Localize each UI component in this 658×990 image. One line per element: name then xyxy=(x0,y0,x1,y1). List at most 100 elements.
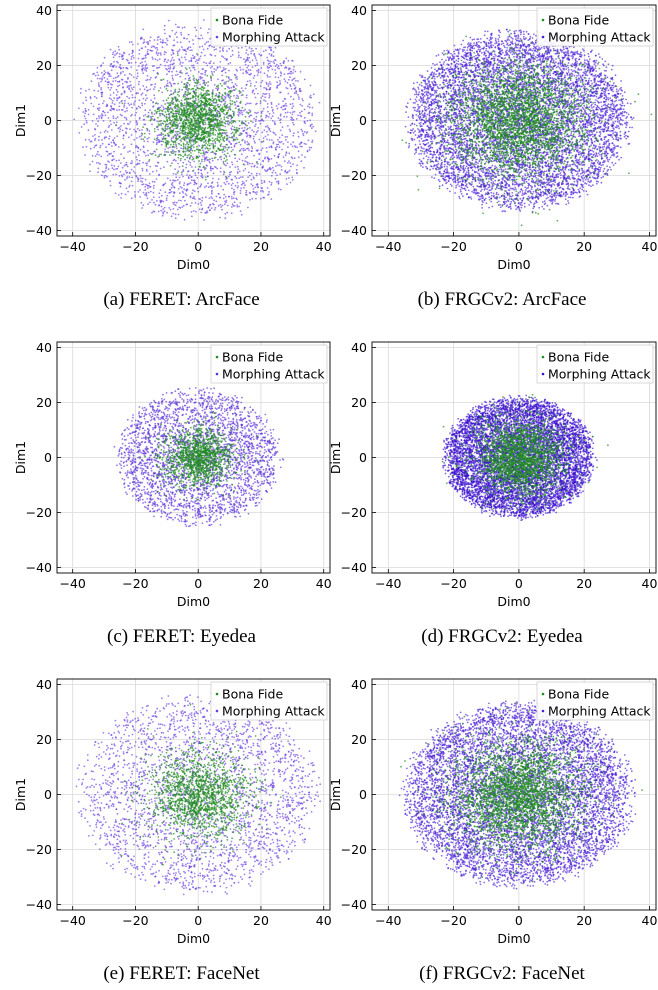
scatter-point xyxy=(412,102,415,104)
scatter-point xyxy=(275,180,278,183)
scatter-point xyxy=(119,185,122,188)
scatter-point xyxy=(172,52,175,54)
scatter-point xyxy=(153,127,156,130)
scatter-point xyxy=(104,169,107,172)
scatter-point xyxy=(174,97,177,100)
scatter-point xyxy=(222,98,225,101)
scatter-point xyxy=(216,120,219,123)
scatter-point xyxy=(174,120,176,123)
scatter-point xyxy=(102,62,104,64)
scatter-point xyxy=(146,78,149,81)
scatter-point xyxy=(180,109,183,111)
scatter-point xyxy=(189,127,192,129)
scatter-point xyxy=(120,153,122,156)
scatter-point xyxy=(194,132,196,134)
scatter-point xyxy=(172,67,175,70)
scatter-point xyxy=(240,56,242,59)
scatter-point xyxy=(455,186,457,189)
scatter-point xyxy=(292,134,295,137)
scatter-point xyxy=(272,55,275,58)
scatter-point xyxy=(603,138,606,141)
scatter-point xyxy=(118,53,121,55)
scatter-point xyxy=(153,181,156,183)
scatter-point xyxy=(235,129,238,132)
scatter-point xyxy=(176,110,179,112)
scatter-point xyxy=(260,81,263,84)
scatter-point xyxy=(223,193,226,196)
scatter-point xyxy=(299,142,302,145)
scatter-point xyxy=(607,160,610,163)
scatter-point xyxy=(279,62,282,65)
scatter-point xyxy=(160,194,163,197)
scatter-point xyxy=(181,171,183,174)
scatter-point xyxy=(230,55,232,58)
scatter-point xyxy=(161,91,164,94)
scatter-point xyxy=(124,110,126,113)
scatter-point xyxy=(285,87,288,89)
scatter-point xyxy=(215,126,218,129)
scatter-point xyxy=(578,69,581,71)
scatter-point xyxy=(495,91,498,94)
scatter-point xyxy=(98,85,101,88)
scatter-point xyxy=(227,146,230,149)
scatter-point xyxy=(194,93,197,96)
scatter-point xyxy=(180,144,183,147)
scatter-point xyxy=(242,122,245,124)
scatter-point xyxy=(201,138,204,141)
scatter-point xyxy=(176,26,179,28)
scatter-point xyxy=(168,119,171,122)
scatter-point xyxy=(130,143,133,146)
scatter-point xyxy=(139,196,142,198)
scatter-point xyxy=(312,125,315,128)
scatter-point xyxy=(225,116,228,119)
scatter-point xyxy=(293,110,296,113)
scatter-point xyxy=(496,80,499,83)
scatter-point xyxy=(289,111,292,114)
scatter-point xyxy=(97,150,99,153)
scatter-point xyxy=(280,140,283,143)
scatter-point xyxy=(132,57,135,59)
scatter-point xyxy=(199,201,202,204)
scatter-point xyxy=(196,136,199,139)
scatter-point xyxy=(184,96,187,98)
scatter-point xyxy=(202,152,205,155)
scatter-point xyxy=(224,71,227,74)
scatter-point xyxy=(155,178,158,180)
scatter-point xyxy=(178,113,180,116)
scatter-point xyxy=(165,151,168,153)
scatter-point xyxy=(129,90,132,93)
scatter-point xyxy=(161,128,164,131)
scatter-point xyxy=(128,184,131,187)
scatter-point xyxy=(145,162,147,165)
scatter-point xyxy=(521,179,524,182)
scatter-point xyxy=(269,130,272,133)
scatter-point xyxy=(226,58,228,60)
scatter-point xyxy=(223,116,226,119)
scatter-point xyxy=(268,191,270,193)
scatter-point xyxy=(253,135,255,138)
scatter-point xyxy=(230,136,233,139)
scatter-point xyxy=(105,146,107,149)
scatter-point xyxy=(231,110,234,113)
scatter-point xyxy=(125,187,128,190)
scatter-point xyxy=(205,94,208,97)
scatter-point xyxy=(248,57,251,59)
scatter-point xyxy=(152,170,154,173)
scatter-point xyxy=(236,181,239,184)
scatter-point xyxy=(103,56,106,59)
scatter-point xyxy=(91,120,94,122)
scatter-point xyxy=(255,115,258,118)
scatter-point xyxy=(283,97,286,100)
scatter-point xyxy=(168,207,171,209)
scatter-point xyxy=(610,68,613,71)
scatter-point xyxy=(97,139,100,142)
scatter-point xyxy=(151,211,153,214)
scatter-point xyxy=(593,63,596,66)
scatter-point xyxy=(431,176,433,179)
scatter-point xyxy=(310,146,313,149)
scatter-point xyxy=(168,108,171,110)
scatter-point xyxy=(122,86,124,88)
scatter-point xyxy=(181,190,184,193)
scatter-point xyxy=(184,109,187,112)
scatter-point xyxy=(188,137,190,140)
